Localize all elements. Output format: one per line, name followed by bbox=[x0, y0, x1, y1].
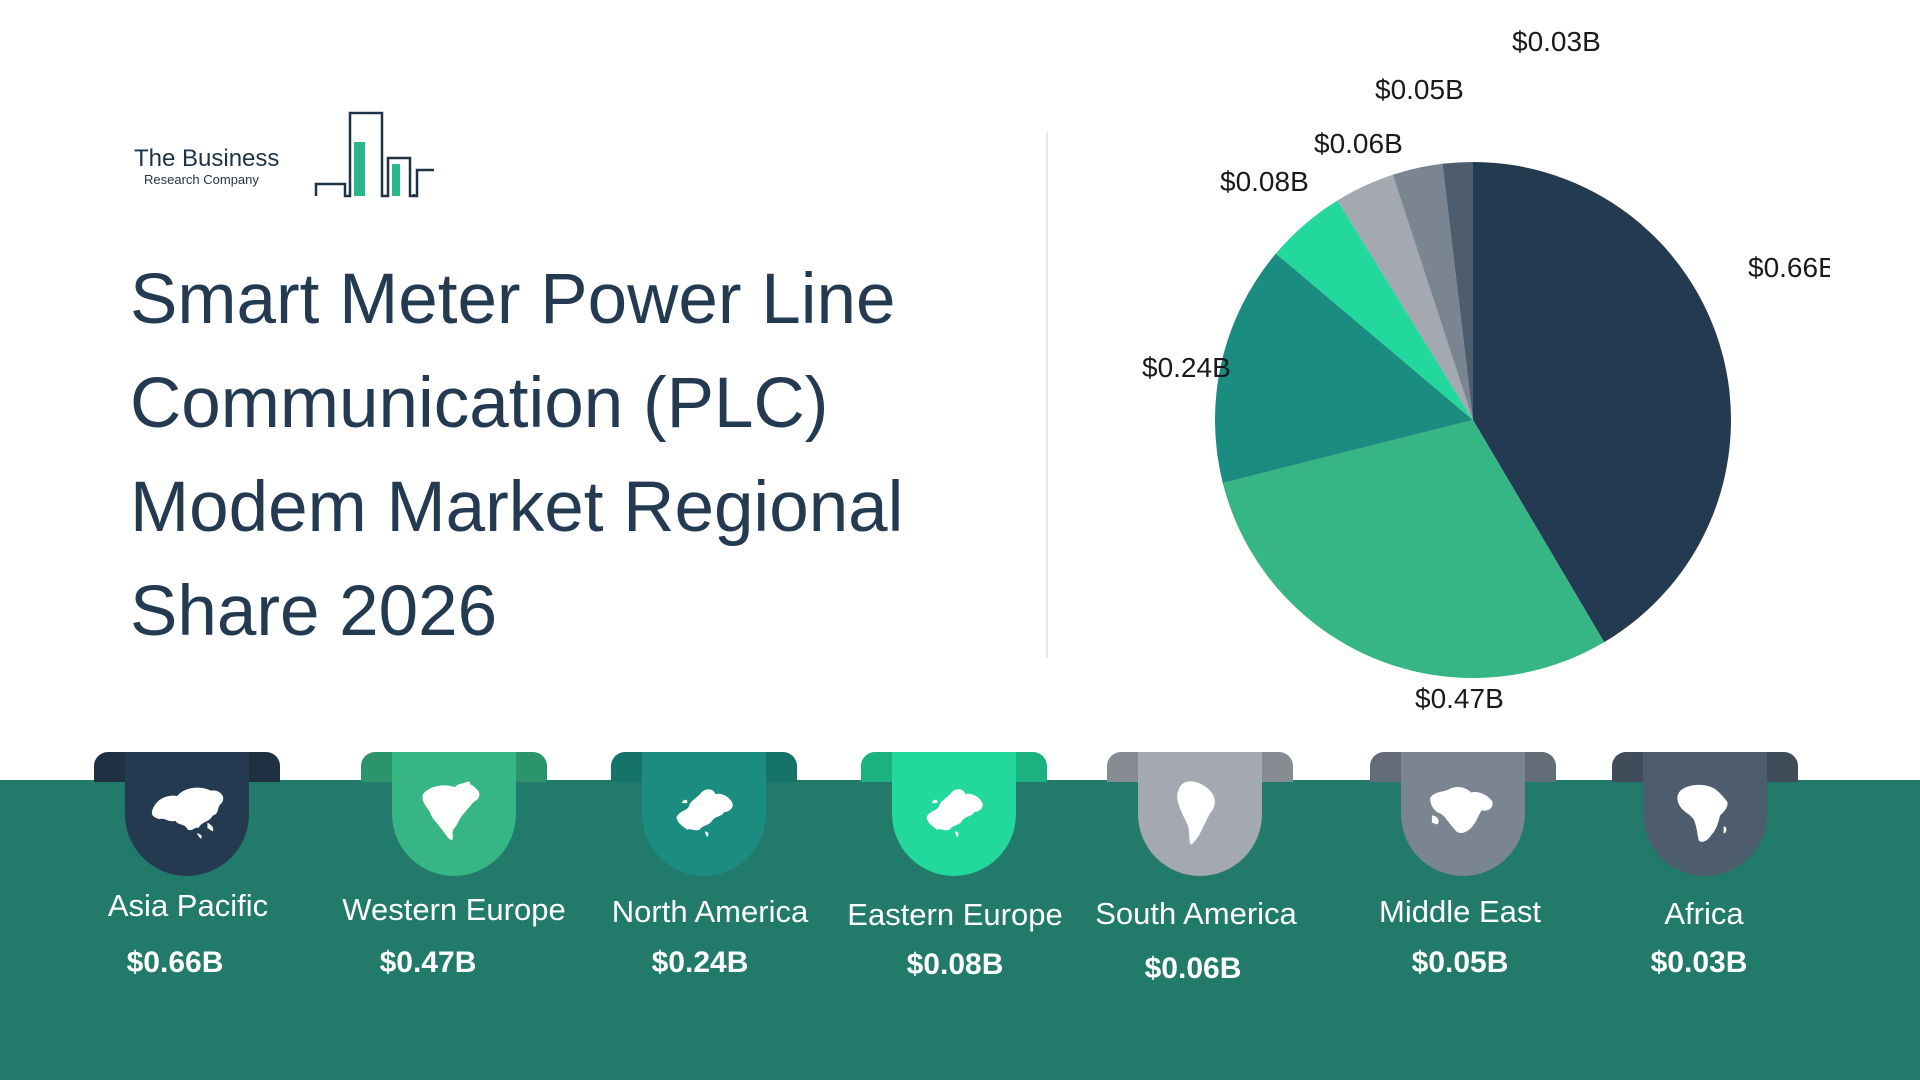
middle-east-map-icon bbox=[1430, 787, 1493, 833]
region-tab-north-america bbox=[642, 752, 766, 876]
region-tab-africa bbox=[1643, 752, 1767, 876]
pie-label-middle-east: $0.05B bbox=[1375, 74, 1464, 105]
region-value-south-america: $0.06B bbox=[1144, 952, 1242, 985]
divider bbox=[1046, 132, 1048, 658]
pie-label-asia-pacific: $0.66B bbox=[1748, 252, 1830, 283]
pie-slice-south-america bbox=[1337, 174, 1473, 420]
logo-line-1: The Business bbox=[134, 145, 280, 172]
pie-label-western-europe: $0.47B bbox=[1415, 683, 1504, 714]
pie-slice-asia-pacific bbox=[1473, 162, 1731, 643]
region-value-asia-pacific: $0.66B bbox=[126, 946, 224, 979]
region-value-middle-east: $0.05B bbox=[1411, 946, 1509, 979]
region-name-middle-east: Middle East bbox=[1379, 894, 1541, 929]
company-logo: The Business Research Company bbox=[134, 108, 434, 198]
region-name-north-america: North America bbox=[611, 894, 809, 929]
pie-slice-western-europe bbox=[1222, 420, 1605, 678]
region-name-south-america: South America bbox=[1095, 896, 1297, 931]
europe-map-icon bbox=[676, 789, 733, 837]
region-name-eastern-europe: Eastern Europe bbox=[847, 897, 1063, 932]
region-name-asia-pacific: Asia Pacific bbox=[107, 888, 269, 923]
asia-map-icon bbox=[151, 787, 224, 839]
region-value-eastern-europe: $0.08B bbox=[906, 948, 1004, 981]
pie-slice-north-america bbox=[1215, 253, 1473, 484]
pie-slice-middle-east bbox=[1392, 163, 1473, 420]
region-tab-eastern-europe bbox=[892, 752, 1016, 876]
region-tab-western-europe bbox=[392, 752, 516, 876]
region-tab-middle-east bbox=[1401, 752, 1525, 876]
region-value-africa: $0.03B bbox=[1650, 946, 1748, 979]
logo-bars-icon bbox=[314, 111, 434, 198]
region-tab-south-america bbox=[1138, 752, 1262, 876]
africa-map-icon bbox=[1677, 784, 1728, 842]
pie-label-south-america: $0.06B bbox=[1314, 128, 1403, 159]
south-america-map-icon bbox=[1177, 781, 1215, 845]
pie-slice-africa bbox=[1442, 162, 1473, 420]
europe-map-icon bbox=[926, 789, 983, 837]
pie-label-north-america: $0.24B bbox=[1142, 352, 1231, 383]
region-tab-asia-pacific bbox=[125, 752, 249, 876]
page-title: Smart Meter Power Line Communication (PL… bbox=[130, 260, 904, 651]
region-value-western-europe: $0.47B bbox=[379, 946, 477, 979]
region-name-western-europe: Western Europe bbox=[342, 892, 566, 927]
pie-chart: $0.66B $0.47B $0.24B $0.08B$0.06B $0.05B $0.0… bbox=[1142, 26, 1830, 714]
pie-slice-eastern-europe bbox=[1275, 200, 1473, 420]
pie-label-eastern-europe: $0.08B bbox=[1220, 166, 1309, 197]
region-name-africa: Africa bbox=[1664, 896, 1744, 931]
north-america-map-icon bbox=[422, 781, 480, 841]
region-value-north-america: $0.24B bbox=[651, 946, 749, 979]
pie-label-africa: $0.03B bbox=[1512, 26, 1601, 57]
logo-line-2: Research Company bbox=[144, 172, 259, 187]
